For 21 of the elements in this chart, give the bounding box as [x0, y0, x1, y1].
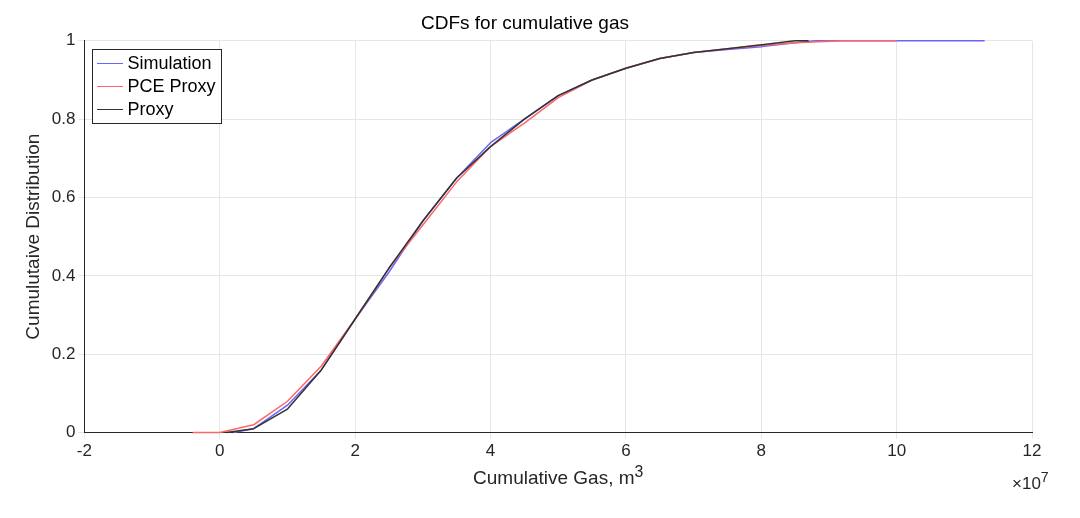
x-tick-label: -2 [76, 441, 92, 461]
x-tick-label: 6 [621, 441, 631, 461]
x-tick-label: 0 [215, 441, 225, 461]
x-axis-title: Cumulative Gas, m$^{3}$ [473, 462, 644, 488]
y-tick-label: 0.6 [51, 187, 76, 207]
x-tick-label: 4 [485, 441, 496, 461]
chart-title: CDFs for cumulative gas [420, 11, 630, 33]
y-tick-label: 1 [65, 30, 76, 50]
y-tick-label: 0.2 [51, 343, 76, 363]
x-tick-label: 12 [1022, 441, 1042, 461]
x-tick-label: 2 [350, 441, 360, 461]
x-tick-label: 10 [887, 441, 907, 461]
y-tick-label: 0.8 [51, 108, 76, 128]
legend-label: Proxy [127, 97, 174, 121]
legend-label: PCE Proxy [127, 74, 216, 98]
y-axis-title: Cumulutaive Distribution [21, 133, 43, 340]
y-tick-label: 0.4 [51, 265, 76, 285]
text: ×10$^{7}$ [1012, 468, 1049, 494]
x-tick-label: 8 [756, 441, 766, 461]
y-tick-label: 0 [65, 422, 76, 442]
legend-label: Simulation [127, 51, 212, 75]
